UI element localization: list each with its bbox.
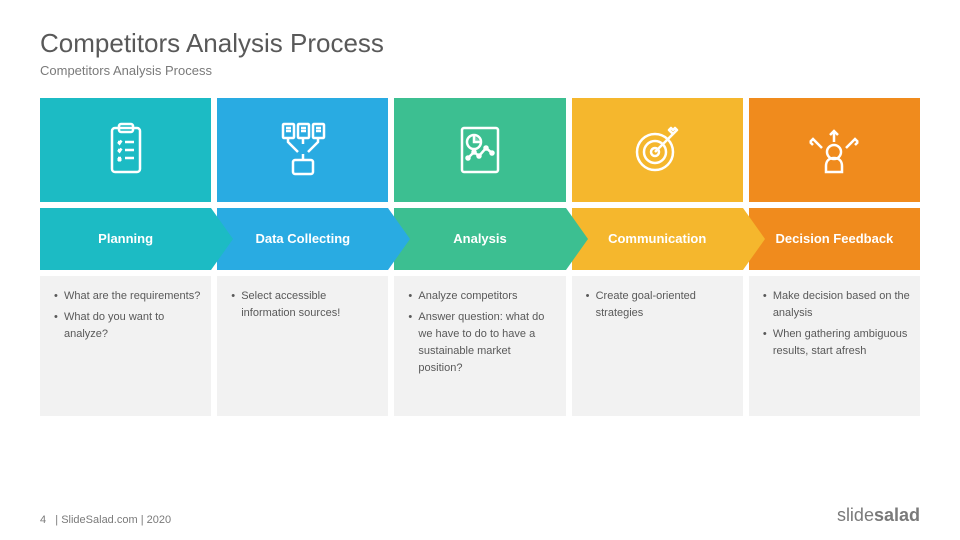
step-label: Analysis: [445, 231, 514, 248]
bullet-item: Answer question: what do we have to do t…: [408, 309, 555, 377]
step-column: Communication Create goal-oriented strat…: [572, 98, 743, 416]
bullet-item: Analyze competitors: [408, 288, 555, 305]
step-label-box: Analysis: [394, 208, 565, 270]
step-label-box: Communication: [572, 208, 743, 270]
step-label: Data Collecting: [247, 231, 358, 248]
step-column: Data Collecting Select accessible inform…: [217, 98, 388, 416]
report-icon: [394, 98, 565, 202]
page-subtitle: Competitors Analysis Process: [40, 63, 920, 78]
step-bullets: Analyze competitors Answer question: what…: [394, 276, 565, 416]
bullet-item: Make decision based on the analysis: [763, 288, 910, 322]
brand-logo: slidesalad: [837, 505, 920, 526]
step-label-box: Planning: [40, 208, 211, 270]
page-title: Competitors Analysis Process: [40, 28, 920, 59]
step-label: Decision Feedback: [768, 231, 902, 248]
clipboard-icon: [40, 98, 211, 202]
funnel-icon: [217, 98, 388, 202]
footer-text: | SlideSalad.com | 2020: [55, 514, 171, 526]
step-bullets: Select accessible information sources!: [217, 276, 388, 416]
page-number: 4: [40, 514, 46, 526]
decision-icon: [749, 98, 920, 202]
bullet-item: What are the requirements?: [54, 288, 201, 305]
step-label: Communication: [600, 231, 714, 248]
bullet-item: Create goal-oriented strategies: [586, 288, 733, 322]
step-column: Analysis Analyze competitors Answer quest…: [394, 98, 565, 416]
bullet-item: When gathering ambiguous results, start …: [763, 326, 910, 360]
step-column: Decision Feedback Make decision based on…: [749, 98, 920, 416]
process-grid: Planning What are the requirements?What …: [0, 86, 960, 416]
step-bullets: Make decision based on the analysis When …: [749, 276, 920, 416]
step-bullets: Create goal-oriented strategies: [572, 276, 743, 416]
footer: 4 | SlideSalad.com | 2020: [40, 514, 171, 526]
bullet-item: Select accessible information sources!: [231, 288, 378, 322]
step-label: Planning: [90, 231, 161, 248]
step-bullets: What are the requirements? What do you wa…: [40, 276, 211, 416]
target-icon: [572, 98, 743, 202]
bullet-item: What do you want to analyze?: [54, 309, 201, 343]
step-label-box: Decision Feedback: [749, 208, 920, 270]
step-label-box: Data Collecting: [217, 208, 388, 270]
step-column: Planning What are the requirements?What …: [40, 98, 211, 416]
